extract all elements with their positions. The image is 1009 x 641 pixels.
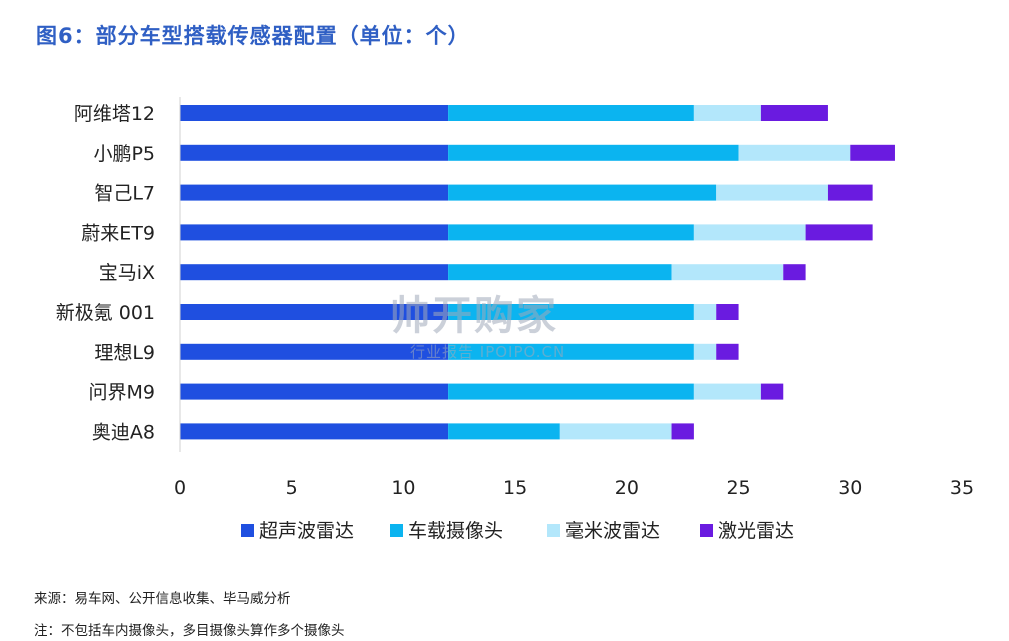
- y-tick-label: 宝马iX: [99, 262, 155, 284]
- x-tick-label: 20: [615, 477, 639, 499]
- bar-segment: [180, 184, 449, 201]
- bar-segment: [180, 383, 449, 400]
- bar-segment: [180, 264, 449, 281]
- x-axis-ticks: 0 5 10 15 20 25 30 35: [174, 477, 974, 499]
- y-tick-label: 奥迪A8: [92, 421, 155, 443]
- y-tick-label: 蔚来ET9: [81, 222, 155, 244]
- x-tick-label: 25: [726, 477, 750, 499]
- legend-swatch: [390, 524, 403, 537]
- bar-segment: [448, 184, 717, 201]
- y-tick-label: 阿维塔12: [74, 103, 155, 125]
- chart-title: 图6：部分车型搭载传感器配置（单位：个）: [36, 24, 470, 48]
- bar-segment: [805, 224, 873, 241]
- bar-segment: [448, 423, 560, 440]
- bar-segment: [693, 304, 717, 320]
- legend-swatch: [241, 524, 254, 537]
- bar-segment: [448, 343, 694, 360]
- bar-segment: [693, 343, 717, 360]
- legend-swatch: [547, 524, 560, 537]
- bar-segment: [716, 304, 739, 320]
- bar-segment: [827, 184, 873, 201]
- bar-segment: [760, 105, 828, 121]
- bar-segment: [850, 144, 895, 161]
- bar-segment: [738, 144, 851, 161]
- bar-segment: [180, 304, 449, 320]
- x-tick-label: 30: [838, 477, 862, 499]
- y-tick-label: 问界M9: [89, 382, 155, 404]
- x-tick-label: 15: [503, 477, 527, 499]
- bar-segment: [783, 264, 806, 281]
- y-tick-label: 新极氪 001: [56, 302, 155, 324]
- legend-swatch: [700, 524, 713, 537]
- y-tick-label: 理想L9: [94, 342, 155, 364]
- legend: 超声波雷达 车载摄像头 毫米波雷达 激光雷达: [241, 520, 794, 542]
- bar-segment: [716, 184, 828, 201]
- bar-segment: [760, 383, 784, 400]
- y-tick-label: 智己L7: [94, 183, 155, 205]
- bar-segment: [448, 264, 672, 281]
- bar-segment: [448, 105, 694, 121]
- bars-group: [180, 105, 895, 440]
- bar-segment: [671, 264, 784, 281]
- x-tick-label: 5: [286, 477, 298, 499]
- bar-segment: [693, 383, 761, 400]
- legend-label: 激光雷达: [718, 520, 794, 542]
- bar-segment: [180, 224, 449, 241]
- x-tick-label: 35: [950, 477, 974, 499]
- bar-segment: [180, 105, 449, 121]
- bar-segment: [693, 105, 761, 121]
- bar-segment: [180, 144, 449, 161]
- x-tick-label: 10: [391, 477, 415, 499]
- x-tick-label: 0: [174, 477, 186, 499]
- bar-segment: [716, 343, 739, 360]
- bar-segment: [448, 144, 739, 161]
- bar-segment: [448, 383, 694, 400]
- bar-segment: [448, 224, 694, 241]
- source-note: 来源：易车网、公开信息收集、毕马威分析: [34, 591, 291, 607]
- footnote: 注：不包括车内摄像头，多目摄像头算作多个摄像头: [34, 623, 345, 639]
- legend-label: 毫米波雷达: [565, 520, 660, 542]
- y-tick-label: 小鹏P5: [93, 143, 155, 165]
- legend-label: 车载摄像头: [408, 520, 503, 542]
- y-axis-labels: 阿维塔12 小鹏P5 智己L7 蔚来ET9 宝马iX 新极氪 001 理想L9 问界M9 奥迪A…: [56, 103, 155, 443]
- bar-segment: [180, 423, 449, 440]
- legend-label: 超声波雷达: [259, 520, 354, 542]
- bar-segment: [559, 423, 672, 440]
- bar-segment: [671, 423, 694, 440]
- bar-segment: [180, 343, 449, 360]
- bar-segment: [448, 304, 694, 320]
- bar-segment: [693, 224, 806, 241]
